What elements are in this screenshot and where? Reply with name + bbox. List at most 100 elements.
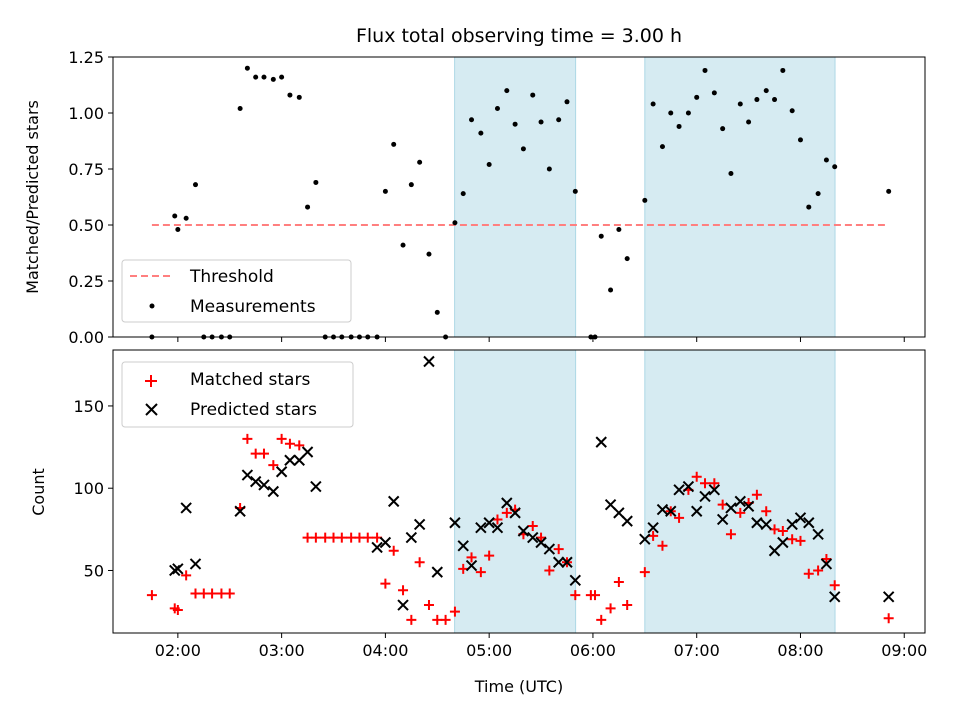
matched-star-point (795, 535, 806, 546)
predicted-star-point (742, 500, 755, 513)
predicted-star-point (301, 446, 314, 458)
matched-star-point (883, 613, 894, 624)
predicted-star-point (397, 599, 409, 611)
top-shaded-intervals (454, 56, 836, 338)
predicted-star-point (465, 559, 478, 572)
matched-star-point (458, 563, 469, 574)
predicted-star-point (734, 495, 746, 508)
bottom-panel: 02:00 03:00 04:00 05:00 06:00 07:00 08:00 09:00… (29, 349, 927, 696)
measurement-point (172, 213, 178, 219)
predicted-star-point (275, 466, 288, 478)
measurement-point (720, 126, 726, 132)
matched-star-point (406, 614, 417, 625)
measurement-point (426, 251, 432, 257)
measurements-series (149, 65, 892, 340)
measurement-point (237, 106, 243, 112)
matched-star-point (484, 550, 495, 561)
measurement-point (175, 226, 181, 232)
matched-star-point (813, 565, 824, 576)
predicted-star-point (690, 505, 703, 517)
bottom-y-axis-label: Count (29, 468, 48, 516)
predicted-star-point (561, 556, 573, 568)
matched-star-point (146, 590, 157, 601)
measurement-point (797, 137, 803, 143)
top-axes-ticks: 0.00 0.25 0.50 0.75 1.00 1.25 (68, 48, 905, 347)
predicted-star-point (501, 497, 513, 509)
bottom-shaded-intervals (454, 349, 836, 634)
matched-star-point (596, 614, 607, 625)
predicted-star-point (517, 525, 530, 537)
predicted-star-point (413, 518, 426, 531)
measurement-point (400, 242, 406, 248)
matched-star-point (492, 514, 503, 525)
measurement-point (616, 226, 622, 232)
measurement-point (789, 108, 795, 114)
legend-measurements-swatch (149, 303, 155, 309)
measurement-point (772, 97, 778, 103)
measurement-point (538, 119, 544, 125)
top-y-tick-label: 0.25 (68, 272, 104, 291)
bottom-shade-1 (644, 349, 836, 634)
measurement-point (305, 204, 311, 210)
predicted-star-point (535, 536, 547, 549)
top-legend-box (121, 259, 352, 323)
measurement-point (417, 159, 423, 165)
predicted-star-point (682, 480, 695, 493)
matched-star-point (414, 557, 425, 568)
measurement-point (296, 94, 302, 100)
measurement-point (886, 188, 892, 194)
measurement-point (754, 97, 760, 103)
predicted-stars-series (169, 355, 895, 611)
bottom-x-tick-label: 03:00 (259, 641, 305, 660)
top-axes-frame (112, 56, 926, 338)
matched-star-point (674, 512, 685, 523)
measurement-point (244, 65, 250, 71)
measurement-point (702, 67, 708, 73)
matched-star-point (777, 525, 788, 536)
predicted-star-point (172, 563, 184, 575)
predicted-star-point (284, 454, 296, 466)
measurement-point (746, 119, 752, 125)
measurement-point (183, 215, 189, 221)
predicted-star-point (708, 484, 721, 496)
predicted-star-point (665, 505, 677, 517)
bottom-x-tick-label: 02:00 (155, 641, 201, 660)
bottom-x-tick-label: 06:00 (570, 641, 616, 660)
legend-matched-swatch (145, 375, 157, 387)
top-shade-1 (644, 56, 836, 338)
predicted-star-point (509, 507, 521, 519)
predicted-star-point (794, 512, 807, 524)
top-y-tick-label: 1.00 (68, 104, 104, 123)
matched-star-point (475, 567, 486, 578)
predicted-star-point (882, 591, 895, 603)
bottom-legend-box (121, 361, 354, 428)
matched-star-point (821, 553, 832, 564)
predicted-star-point (803, 517, 815, 529)
top-y-tick-label: 0.75 (68, 160, 104, 179)
predicted-star-point (483, 517, 495, 529)
bottom-shade-0 (454, 349, 577, 634)
matched-star-point (527, 521, 538, 532)
matched-star-point (449, 606, 460, 617)
predicted-star-point (716, 513, 729, 526)
measurement-point (261, 74, 267, 80)
matched-star-point (172, 604, 183, 615)
matched-star-point (544, 565, 555, 576)
bottom-x-tick-label: 08:00 (777, 641, 823, 660)
matched-star-point (717, 499, 728, 510)
matched-star-point (709, 478, 720, 489)
matched-star-point (336, 532, 347, 543)
matched-star-point (380, 578, 391, 589)
top-panel: 0.00 0.25 0.50 0.75 1.00 1.25 Matched/Predict… (23, 48, 926, 347)
measurement-point (624, 256, 630, 262)
measurement-point (728, 170, 734, 176)
measurement-point (313, 179, 319, 185)
matched-star-point (388, 545, 399, 556)
measurement-point (452, 220, 458, 226)
top-legend: Threshold Measurements (121, 259, 352, 323)
measurement-point (504, 88, 510, 94)
predicted-star-point (371, 541, 383, 554)
measurement-point (650, 101, 656, 107)
matched-star-point (242, 433, 253, 444)
matched-star-point (362, 532, 373, 543)
